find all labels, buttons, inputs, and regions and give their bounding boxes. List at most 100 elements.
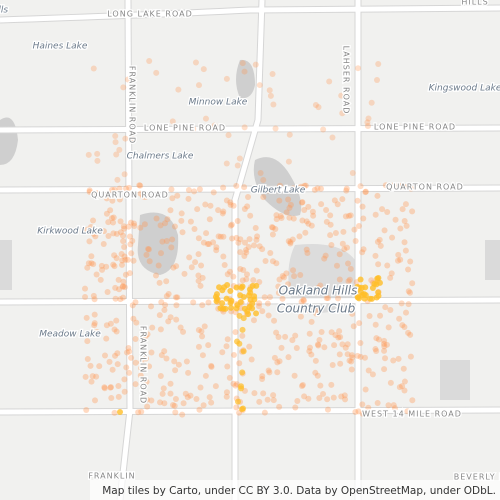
point — [160, 385, 167, 392]
point — [264, 396, 271, 403]
point — [90, 65, 97, 72]
point — [401, 324, 408, 331]
point — [360, 246, 367, 253]
map-label: Chalmers Lake — [127, 152, 194, 162]
point — [276, 276, 283, 283]
point — [91, 397, 98, 404]
point — [118, 251, 125, 258]
point — [375, 336, 382, 343]
point — [379, 206, 386, 213]
point — [113, 317, 120, 324]
point — [409, 280, 416, 287]
point — [229, 235, 236, 242]
point — [145, 245, 152, 252]
point — [158, 299, 165, 306]
point — [92, 233, 99, 240]
point — [292, 404, 299, 411]
point — [207, 202, 214, 209]
point — [121, 171, 128, 178]
point — [305, 307, 312, 314]
point — [146, 57, 153, 64]
point — [253, 236, 260, 243]
point — [124, 256, 131, 263]
point — [123, 349, 130, 356]
point — [156, 279, 163, 286]
point — [276, 358, 283, 365]
point — [234, 218, 241, 225]
point — [208, 362, 215, 369]
point — [382, 355, 389, 362]
point — [372, 252, 379, 259]
point — [355, 408, 362, 415]
point — [200, 402, 207, 409]
point — [394, 257, 401, 264]
point — [112, 284, 119, 291]
point — [273, 260, 280, 267]
point — [401, 378, 408, 385]
point — [146, 258, 153, 265]
point — [264, 300, 271, 307]
point — [171, 402, 178, 409]
point — [345, 212, 352, 219]
point — [103, 195, 110, 202]
point — [135, 409, 142, 416]
point — [342, 396, 349, 403]
point — [257, 170, 264, 177]
point — [314, 305, 321, 312]
point — [375, 60, 382, 67]
point — [318, 201, 325, 208]
point — [210, 239, 217, 246]
point — [219, 300, 226, 307]
point — [190, 299, 197, 306]
point — [336, 328, 343, 335]
point — [302, 182, 309, 189]
point — [324, 406, 331, 413]
point — [375, 289, 382, 296]
map-label: BEVERLY H — [454, 473, 500, 482]
attribution-bg — [90, 480, 500, 500]
point — [327, 212, 334, 219]
point — [120, 283, 127, 290]
point — [275, 283, 282, 290]
point — [175, 361, 182, 368]
point — [225, 132, 232, 139]
point — [377, 312, 384, 319]
point — [90, 261, 97, 268]
point — [293, 344, 300, 351]
point — [97, 276, 104, 283]
point — [217, 305, 224, 312]
point — [202, 115, 209, 122]
point — [273, 329, 280, 336]
point — [292, 332, 299, 339]
point — [98, 262, 105, 269]
point — [223, 75, 230, 82]
point — [333, 262, 340, 269]
point — [267, 249, 274, 256]
point — [94, 157, 101, 164]
point — [235, 398, 242, 405]
point — [165, 318, 172, 325]
point — [113, 328, 120, 335]
point — [272, 125, 279, 132]
point — [126, 270, 133, 277]
point — [120, 84, 127, 91]
point — [193, 395, 200, 402]
point — [238, 284, 245, 291]
point — [202, 201, 209, 208]
point — [130, 315, 137, 322]
point — [113, 255, 120, 262]
point — [237, 266, 244, 273]
point — [125, 345, 132, 352]
point — [285, 158, 292, 165]
point — [91, 296, 98, 303]
point — [159, 390, 166, 397]
point — [128, 354, 135, 361]
point — [89, 373, 96, 380]
point — [278, 344, 285, 351]
point — [126, 184, 133, 191]
point — [228, 221, 235, 228]
map-label: Gilbert Lake — [251, 186, 306, 196]
point — [233, 234, 240, 241]
point — [328, 242, 335, 249]
point — [252, 225, 259, 232]
